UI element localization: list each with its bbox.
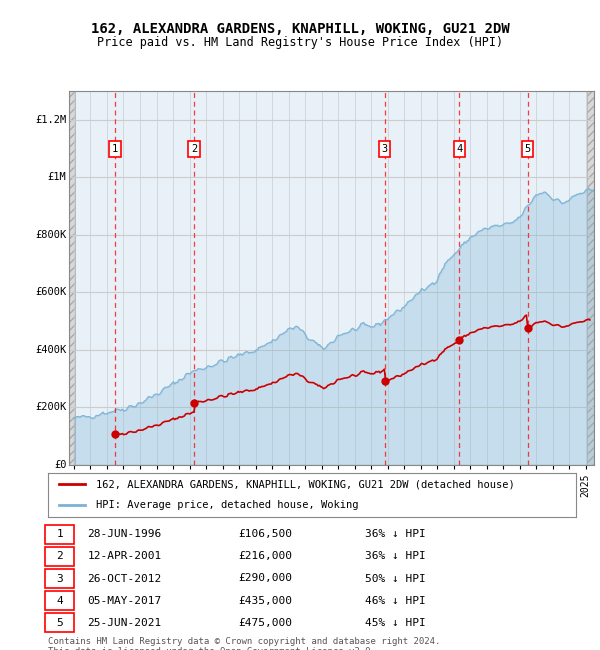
FancyBboxPatch shape — [46, 569, 74, 588]
Text: 162, ALEXANDRA GARDENS, KNAPHILL, WOKING, GU21 2DW: 162, ALEXANDRA GARDENS, KNAPHILL, WOKING… — [91, 22, 509, 36]
Text: £800K: £800K — [35, 229, 67, 240]
Text: Contains HM Land Registry data © Crown copyright and database right 2024.
This d: Contains HM Land Registry data © Crown c… — [48, 637, 440, 650]
Text: HPI: Average price, detached house, Woking: HPI: Average price, detached house, Woki… — [95, 500, 358, 510]
Text: 46% ↓ HPI: 46% ↓ HPI — [365, 595, 425, 606]
Text: 2: 2 — [191, 144, 197, 154]
Text: 50% ↓ HPI: 50% ↓ HPI — [365, 573, 425, 584]
Text: 05-MAY-2017: 05-MAY-2017 — [88, 595, 162, 606]
Text: 36% ↓ HPI: 36% ↓ HPI — [365, 529, 425, 539]
Text: £435,000: £435,000 — [238, 595, 292, 606]
Text: £216,000: £216,000 — [238, 551, 292, 562]
Text: £475,000: £475,000 — [238, 618, 292, 628]
Text: 162, ALEXANDRA GARDENS, KNAPHILL, WOKING, GU21 2DW (detached house): 162, ALEXANDRA GARDENS, KNAPHILL, WOKING… — [95, 480, 514, 489]
Bar — [587, 91, 594, 465]
FancyBboxPatch shape — [46, 547, 74, 566]
Text: 25-JUN-2021: 25-JUN-2021 — [88, 618, 162, 628]
Text: 2: 2 — [56, 551, 63, 562]
Text: 12-APR-2001: 12-APR-2001 — [88, 551, 162, 562]
FancyBboxPatch shape — [46, 592, 74, 610]
FancyBboxPatch shape — [46, 525, 74, 543]
Text: £600K: £600K — [35, 287, 67, 297]
Text: 4: 4 — [456, 144, 463, 154]
Text: 45% ↓ HPI: 45% ↓ HPI — [365, 618, 425, 628]
Text: 1: 1 — [56, 529, 63, 539]
Text: £0: £0 — [54, 460, 67, 470]
Text: 4: 4 — [56, 595, 63, 606]
Text: £400K: £400K — [35, 344, 67, 355]
Text: 36% ↓ HPI: 36% ↓ HPI — [365, 551, 425, 562]
FancyBboxPatch shape — [46, 614, 74, 632]
Text: £1M: £1M — [47, 172, 67, 182]
Text: £1.2M: £1.2M — [35, 115, 67, 125]
Text: 3: 3 — [56, 573, 63, 584]
Text: 5: 5 — [56, 618, 63, 628]
Text: £200K: £200K — [35, 402, 67, 412]
Text: 28-JUN-1996: 28-JUN-1996 — [88, 529, 162, 539]
Bar — [69, 91, 75, 465]
Text: 1: 1 — [112, 144, 118, 154]
Text: £106,500: £106,500 — [238, 529, 292, 539]
Text: Price paid vs. HM Land Registry's House Price Index (HPI): Price paid vs. HM Land Registry's House … — [97, 36, 503, 49]
Text: £290,000: £290,000 — [238, 573, 292, 584]
Text: 26-OCT-2012: 26-OCT-2012 — [88, 573, 162, 584]
Text: 5: 5 — [524, 144, 531, 154]
Text: 3: 3 — [382, 144, 388, 154]
